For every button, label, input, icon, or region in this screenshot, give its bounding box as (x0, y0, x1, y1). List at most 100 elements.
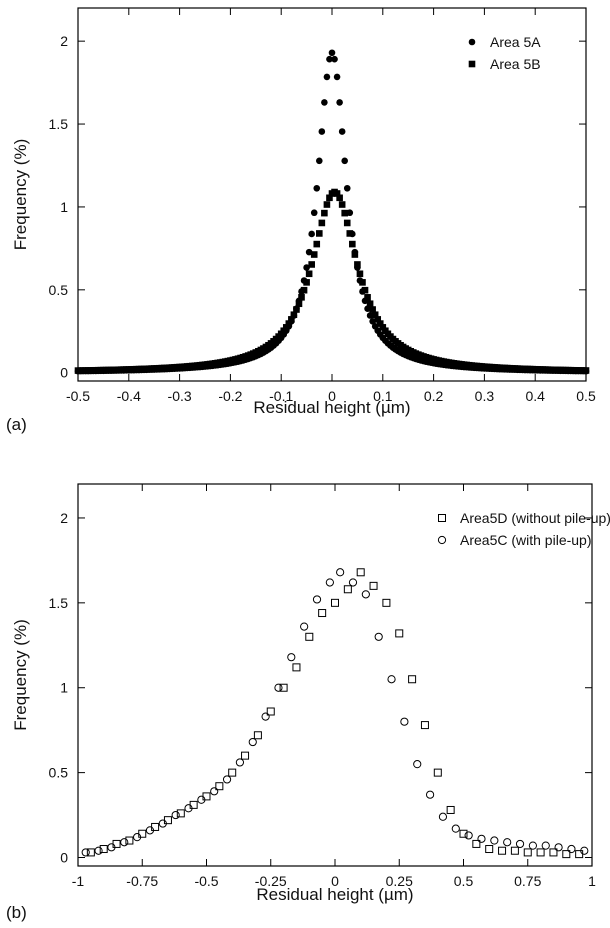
data-point (503, 838, 512, 847)
data-point (549, 848, 558, 857)
data-point (303, 264, 310, 271)
data-point (387, 675, 396, 684)
y-tick-label: 0.5 (49, 282, 69, 298)
x-tick-label: -0.3 (168, 388, 192, 404)
data-point (285, 320, 293, 327)
data-point (341, 209, 348, 217)
data-point (354, 261, 361, 268)
data-point (554, 843, 563, 852)
data-point (346, 230, 354, 237)
x-tick-label: 0 (331, 873, 339, 889)
data-point (235, 758, 245, 767)
x-axis-label: Residual height (µm) (253, 398, 410, 417)
data-point (379, 324, 387, 331)
legend-label: Area 5B (490, 56, 541, 72)
data-point (336, 99, 343, 106)
data-point (369, 581, 378, 590)
data-point (125, 836, 134, 845)
legend-label: Area5C (with pile-up) (460, 532, 592, 548)
data-point (582, 367, 590, 374)
series-2 (74, 188, 590, 374)
legend-marker (468, 38, 476, 46)
data-point (498, 846, 507, 855)
legend-marker (437, 535, 447, 545)
data-point (575, 850, 584, 859)
data-point (485, 845, 494, 854)
data-point (266, 707, 275, 716)
data-point (261, 712, 270, 721)
data-point (459, 829, 468, 838)
series-1 (74, 49, 590, 375)
data-point (210, 787, 219, 796)
data-point (374, 632, 383, 641)
data-point (536, 848, 545, 857)
series-1 (86, 568, 584, 859)
data-point (303, 279, 310, 286)
x-tick-label: -0.1 (269, 388, 293, 404)
data-point (364, 305, 371, 313)
data-point (346, 209, 354, 217)
data-point (300, 622, 309, 631)
y-tick-label: 1.5 (49, 116, 69, 132)
x-tick-label: -0.5 (194, 873, 218, 889)
data-point (163, 816, 172, 825)
chart-panel-a: -0.5 -0.4 -0.3 -0.2 -0.1 0 0.1 0.2 0.3 0.4 0.5 0 0.5… (6, 7, 596, 434)
x-tick-label: 0.2 (424, 388, 444, 404)
data-point (343, 585, 352, 594)
x-tick-label: -0.75 (126, 873, 158, 889)
data-point (248, 737, 257, 747)
data-point (359, 279, 366, 286)
data-point (253, 731, 262, 740)
data-point (356, 568, 365, 577)
data-point (197, 795, 206, 804)
data-point (413, 760, 422, 769)
data-point (366, 300, 374, 308)
data-point (176, 809, 185, 818)
data-point (228, 768, 237, 777)
data-point (290, 311, 298, 319)
x-tick-label: -0.25 (255, 873, 287, 889)
x-tick-label: -0.5 (66, 388, 90, 404)
y-tick-label: 0 (60, 365, 68, 381)
data-point (279, 683, 288, 692)
data-point (325, 578, 334, 587)
data-point (215, 782, 224, 791)
data-point (313, 240, 321, 248)
data-point (338, 128, 346, 135)
data-point (99, 845, 108, 854)
data-point (438, 812, 448, 821)
data-point (312, 595, 322, 604)
data-point (318, 609, 327, 618)
data-point (138, 829, 147, 838)
data-point (567, 844, 576, 854)
data-point (376, 320, 384, 327)
data-point (451, 824, 460, 833)
data-point (356, 270, 364, 278)
data-point (333, 190, 341, 197)
y-tick-label: 2 (60, 33, 68, 49)
data-point (308, 261, 315, 268)
data-point (81, 848, 90, 857)
data-point (151, 822, 160, 831)
data-point (308, 230, 315, 238)
data-point (313, 184, 321, 192)
x-tick-label: 0.25 (386, 873, 413, 889)
data-point (446, 805, 455, 814)
data-point (472, 839, 481, 848)
x-tick-label: -1 (72, 873, 85, 889)
legend-label: Area 5A (490, 34, 541, 50)
data-point (316, 230, 323, 237)
panel-label: (a) (6, 415, 27, 434)
data-point (331, 598, 339, 607)
data-point (293, 306, 300, 313)
x-tick-label: -0.2 (218, 388, 242, 404)
data-point (420, 721, 429, 730)
data-point (369, 306, 376, 313)
data-point (287, 653, 296, 662)
data-point (333, 73, 341, 81)
legend-marker (468, 60, 476, 68)
x-tick-label: 0.3 (475, 388, 495, 404)
data-point (361, 590, 370, 599)
data-point (295, 300, 303, 308)
